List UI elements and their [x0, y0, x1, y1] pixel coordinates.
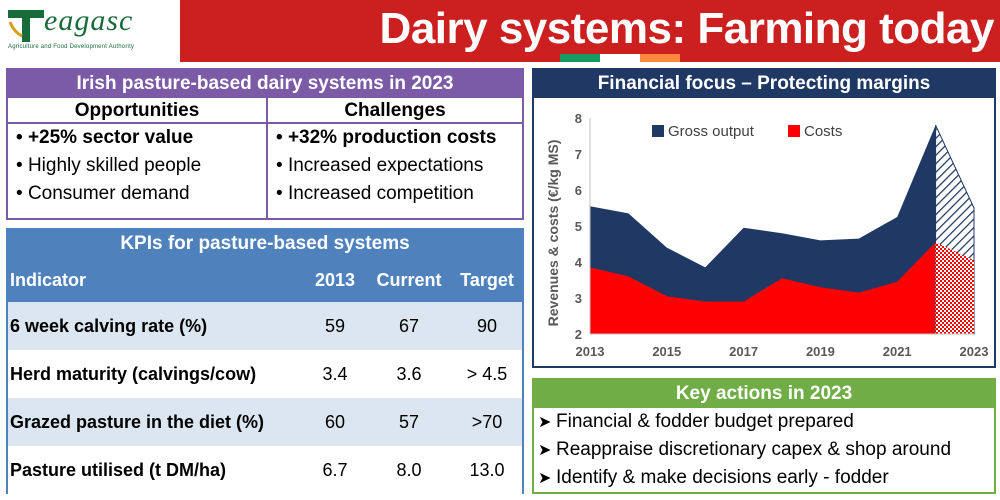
kpi-2013: 6.7: [304, 446, 366, 494]
logo-word: eagasc: [44, 4, 134, 37]
list-item: ➤ Reappraise discretionary capex & shop a…: [534, 436, 994, 464]
kpi-header-current: Current: [366, 258, 452, 302]
challenge-item: • Increased expectations: [276, 155, 484, 176]
kpi-2013: 3.4: [304, 350, 366, 398]
legend-swatch-gross-output: [652, 125, 664, 137]
kpi-target: 13.0: [452, 446, 522, 494]
page-title: Dairy systems: Farming today: [379, 4, 995, 53]
list-item: ➤ Financial & fodder budget prepared: [534, 408, 994, 436]
actions-panel-title: Key actions in 2023: [534, 380, 994, 408]
table-row: Herd maturity (calvings/cow) 3.4 3.6 > 4…: [8, 350, 522, 398]
y-tick-label: 4: [575, 255, 583, 270]
costs-projected-area: [935, 242, 974, 334]
opportunity-item: • Consumer demand: [16, 183, 190, 204]
y-tick-label: 2: [575, 327, 582, 342]
logo-cow-icon: [8, 10, 44, 42]
kpi-current: 67: [366, 302, 452, 350]
arrow-bullet-icon: ➤: [538, 470, 552, 487]
kpi-header-row: Indicator 2013 Current Target: [8, 258, 522, 302]
kpi-target: 90: [452, 302, 522, 350]
kpi-indicator: Herd maturity (calvings/cow): [8, 350, 304, 398]
x-tick-label: 2023: [960, 344, 989, 359]
x-tick-label: 2019: [806, 344, 835, 359]
opportunities-panel: Irish pasture-based dairy systems in 202…: [6, 68, 524, 220]
arrow-bullet-icon: ➤: [538, 442, 552, 459]
table-row: Pasture utilised (t DM/ha) 6.7 8.0 13.0: [8, 446, 522, 494]
kpi-header-indicator: Indicator: [8, 258, 304, 302]
opportunity-item: • +25% sector value: [16, 127, 194, 148]
kpi-indicator: Pasture utilised (t DM/ha): [8, 446, 304, 494]
kpi-current: 8.0: [366, 446, 452, 494]
legend-swatch-costs: [788, 125, 800, 137]
x-tick-label: 2015: [652, 344, 681, 359]
legend: Gross output Costs: [652, 123, 842, 140]
kpi-target: > 4.5: [452, 350, 522, 398]
kpi-header-target: Target: [452, 258, 522, 302]
legend-label-gross-output: Gross output: [668, 123, 755, 140]
title-bar: Dairy systems: Farming today: [180, 0, 1000, 62]
opportunities-panel-title: Irish pasture-based dairy systems in 202…: [8, 70, 522, 98]
flag-stripe: [560, 54, 680, 62]
x-tick-label: 2017: [729, 344, 758, 359]
table-row: Grazed pasture in the diet (%) 60 57 >70: [8, 398, 522, 446]
kpi-panel-title: KPIs for pasture-based systems: [8, 230, 522, 258]
opportunities-column: Opportunities • +25% sector value • High…: [8, 98, 268, 218]
kpi-header-2013: 2013: [304, 258, 366, 302]
y-tick-label: 3: [575, 291, 582, 306]
x-tick-label: 2013: [576, 344, 605, 359]
opportunities-header: Opportunities: [8, 98, 266, 124]
teagasc-logo: eagasc Agriculture and Food Development …: [0, 0, 180, 62]
opportunity-item: • Highly skilled people: [16, 155, 202, 176]
y-tick-label: 7: [575, 147, 582, 162]
list-item: ➤ Identify & make decisions early - fodde…: [534, 464, 994, 492]
legend-label-costs: Costs: [804, 123, 842, 140]
chart-panel: Financial focus – Protecting margins 2 3 4…: [532, 68, 996, 368]
y-tick-label: 8: [575, 111, 582, 126]
actions-panel: Key actions in 2023 ➤ Financial & fodder …: [532, 378, 996, 494]
y-axis-label: Revenues & costs (€/kg MS): [545, 140, 561, 327]
logo-subtitle: Agriculture and Food Development Authori…: [8, 44, 135, 50]
costs-area: [590, 242, 936, 334]
y-tick-label: 5: [575, 219, 582, 234]
arrow-bullet-icon: ➤: [538, 414, 552, 431]
x-tick-label: 2021: [883, 344, 912, 359]
challenge-item: • Increased competition: [276, 183, 474, 204]
gross-output-area: [590, 125, 936, 334]
challenge-item: • +32% production costs: [276, 127, 497, 148]
header: eagasc Agriculture and Food Development …: [0, 0, 1000, 62]
kpi-current: 57: [366, 398, 452, 446]
kpi-2013: 59: [304, 302, 366, 350]
kpi-table: Indicator 2013 Current Target 6 week cal…: [8, 258, 522, 494]
kpi-current: 3.6: [366, 350, 452, 398]
kpi-2013: 60: [304, 398, 366, 446]
chart-panel-title: Financial focus – Protecting margins: [534, 70, 994, 98]
kpi-target: >70: [452, 398, 522, 446]
y-tick-label: 6: [575, 183, 582, 198]
area-chart: 2 3 4 5 6 7 8 2013 2015 2017 2019 2021 2023 Revenues…: [545, 111, 989, 359]
table-row: 6 week calving rate (%) 59 67 90: [8, 302, 522, 350]
kpi-panel: KPIs for pasture-based systems Indicator…: [6, 228, 524, 494]
challenges-header: Challenges: [268, 98, 522, 124]
kpi-indicator: Grazed pasture in the diet (%): [8, 398, 304, 446]
challenges-column: Challenges • +32% production costs • Inc…: [268, 98, 522, 218]
kpi-indicator: 6 week calving rate (%): [8, 302, 304, 350]
